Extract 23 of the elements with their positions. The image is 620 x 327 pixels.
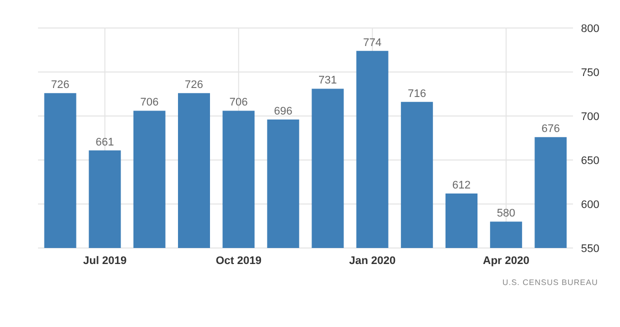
data-label: 612 bbox=[452, 179, 471, 192]
data-label: 774 bbox=[363, 36, 382, 49]
x-tick-label: Jul 2019 bbox=[83, 254, 127, 267]
data-label: 731 bbox=[318, 74, 337, 87]
data-label: 726 bbox=[184, 79, 204, 92]
x-tick-label: Oct 2019 bbox=[216, 254, 262, 267]
data-label: 676 bbox=[541, 123, 560, 136]
data-label: 706 bbox=[140, 96, 159, 109]
data-label: 716 bbox=[408, 88, 426, 100]
x-tick-label: Apr 2020 bbox=[482, 254, 530, 267]
data-label: 726 bbox=[51, 79, 70, 92]
text: U.S. CENSUS BUREAU bbox=[501, 278, 599, 287]
data-label: 580 bbox=[496, 208, 516, 220]
x-tick-label: Jan 2020 bbox=[349, 254, 396, 267]
y-tick-label: 750 bbox=[581, 66, 600, 79]
data-label: 696 bbox=[274, 106, 292, 118]
y-tick-label: 550 bbox=[581, 242, 600, 255]
data-label: 706 bbox=[229, 96, 248, 109]
y-tick-label: 600 bbox=[581, 198, 600, 211]
data-label: 661 bbox=[96, 136, 114, 148]
y-tick-label: 650 bbox=[581, 154, 600, 167]
y-tick-label: 700 bbox=[581, 110, 600, 123]
y-tick-label: 800 bbox=[581, 22, 600, 35]
